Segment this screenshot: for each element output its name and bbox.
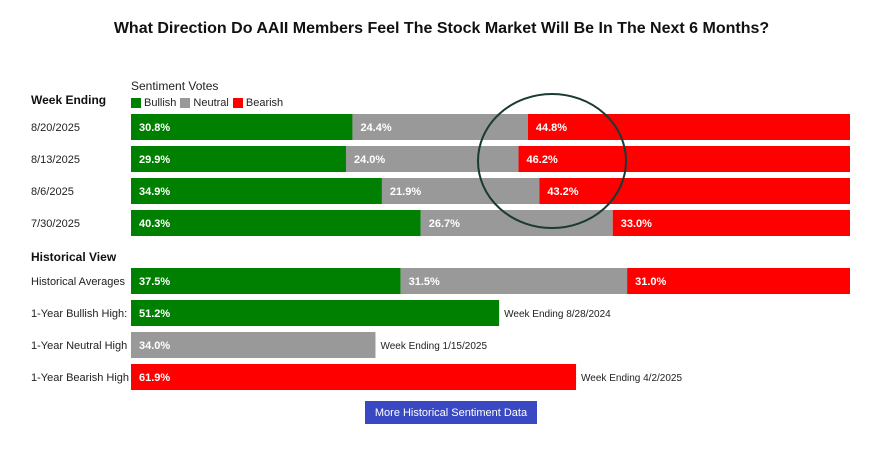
value-label-neutral-week-2: 24.0% <box>354 154 385 166</box>
week-ending-header: Week Ending <box>31 93 107 107</box>
bar-bullish-high <box>131 300 500 326</box>
legend-item-bullish: Bullish <box>131 97 176 109</box>
bar-bearish-historical <box>627 268 850 294</box>
row-label-neutral-high: 1-Year Neutral High <box>31 340 128 352</box>
row-label-bullish-high: 1-Year Bullish High: <box>31 308 128 320</box>
value-label-bullish-high: 51.2% <box>139 308 170 320</box>
bar-bullish-week-2 <box>131 146 346 172</box>
row-label-bearish-high: 1-Year Bearish High <box>31 372 130 384</box>
value-label-bullish-week-3: 34.9% <box>139 186 170 198</box>
value-label-bullish-week-2: 29.9% <box>139 154 170 166</box>
value-label-bearish-week-2: 46.2% <box>527 154 558 166</box>
row-label-historical-averages: Historical Averages <box>31 276 125 288</box>
bar-bearish-week-3 <box>539 178 850 204</box>
value-label-bullish-week-4: 40.3% <box>139 218 170 230</box>
value-label-neutral-week-1: 24.4% <box>360 122 391 134</box>
value-label-bullish-week-1: 30.8% <box>139 122 170 134</box>
bar-bullish-historical <box>131 268 401 294</box>
bar-neutral-high <box>131 332 376 358</box>
row-label-week-1: 8/20/2025 <box>31 122 80 134</box>
row-label-week-2: 8/13/2025 <box>31 154 80 166</box>
legend-swatch-bearish <box>232 98 243 108</box>
bar-bearish-week-4 <box>612 210 850 236</box>
bar-neutral-week-1 <box>352 114 528 140</box>
note-bearish-high: Week Ending 4/2/2025 <box>581 373 682 384</box>
value-label-bearish-week-1: 44.8% <box>536 122 567 134</box>
value-label-neutral-high: 34.0% <box>139 340 170 352</box>
row-label-week-4: 7/30/2025 <box>31 218 80 230</box>
note-bullish-high: Week Ending 8/28/2024 <box>504 309 611 320</box>
bar-bearish-week-2 <box>518 146 850 172</box>
bar-neutral-week-2 <box>345 146 519 172</box>
value-label-bearish-historical: 31.0% <box>635 276 666 288</box>
value-label-neutral-week-3: 21.9% <box>390 186 421 198</box>
historical-view-header: Historical View <box>31 250 117 264</box>
highlight-circle <box>477 93 627 229</box>
value-label-bearish-high: 61.9% <box>139 372 170 384</box>
value-label-bullish-historical: 37.5% <box>139 276 170 288</box>
legend: Bullish Neutral Bearish <box>131 97 287 109</box>
value-label-neutral-week-4: 26.7% <box>429 218 460 230</box>
legend-swatch-bullish <box>131 98 141 108</box>
bar-bullish-week-1 <box>131 114 353 140</box>
row-label-week-3: 8/6/2025 <box>31 186 74 198</box>
value-label-bearish-week-3: 43.2% <box>547 186 578 198</box>
legend-label-neutral: Neutral <box>193 97 229 109</box>
legend-item-bearish: Bearish <box>232 97 284 109</box>
more-historical-data-button[interactable]: More Historical Sentiment Data <box>365 401 537 424</box>
bar-neutral-historical <box>400 268 628 294</box>
bar-bearish-week-1 <box>527 114 850 140</box>
legend-label-bullish: Bullish <box>144 97 177 109</box>
bar-bearish-high <box>131 364 577 390</box>
legend-title: Sentiment Votes <box>131 79 219 93</box>
note-neutral-high: Week Ending 1/15/2025 <box>380 341 487 352</box>
legend-item-neutral: Neutral <box>180 97 229 109</box>
legend-label-bearish: Bearish <box>245 97 284 109</box>
bar-bullish-week-3 <box>131 178 382 204</box>
value-label-neutral-historical: 31.5% <box>409 276 440 288</box>
chart-title: What Direction Do AAII Members Feel The … <box>113 20 770 37</box>
bar-bullish-week-4 <box>131 210 421 236</box>
legend-swatch-neutral <box>180 98 191 108</box>
bar-neutral-week-3 <box>381 178 540 204</box>
value-label-bearish-week-4: 33.0% <box>621 218 652 230</box>
